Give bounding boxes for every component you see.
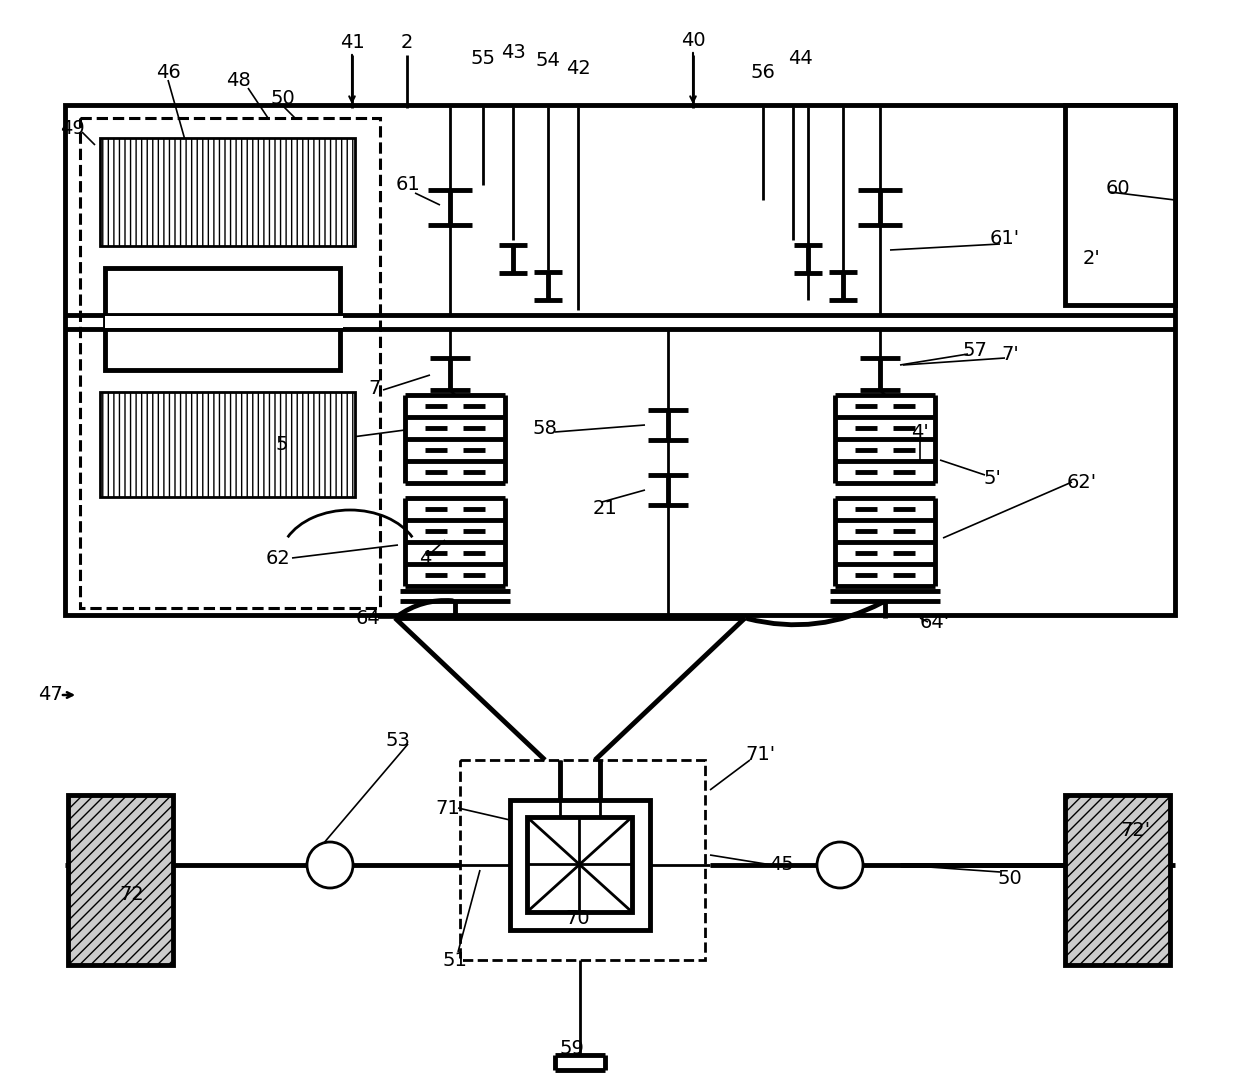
Bar — [100, 138, 355, 246]
Text: 41: 41 — [340, 33, 365, 51]
Text: 40: 40 — [681, 31, 706, 49]
Text: 45: 45 — [770, 855, 795, 875]
Text: 54: 54 — [536, 50, 560, 70]
Text: 71: 71 — [435, 798, 460, 818]
Text: 55: 55 — [470, 48, 496, 68]
Text: 61: 61 — [396, 176, 420, 194]
Text: 50: 50 — [998, 868, 1022, 888]
Text: 72: 72 — [119, 886, 144, 904]
Text: 4': 4' — [911, 423, 929, 441]
Text: 64: 64 — [356, 608, 381, 628]
Text: 7': 7' — [1001, 345, 1019, 365]
Bar — [64, 105, 1176, 615]
Text: 64': 64' — [920, 613, 950, 631]
Bar — [1065, 795, 1171, 965]
Text: 62: 62 — [265, 548, 290, 568]
Text: 60: 60 — [1106, 178, 1131, 198]
Bar — [105, 268, 340, 370]
Text: 57: 57 — [962, 341, 987, 359]
Circle shape — [817, 842, 863, 888]
Text: 2: 2 — [401, 33, 413, 51]
Text: 4: 4 — [419, 548, 432, 568]
Bar — [81, 118, 379, 608]
Bar — [510, 800, 650, 930]
Text: 61': 61' — [990, 228, 1021, 248]
Text: 48: 48 — [226, 71, 250, 90]
Text: 72': 72' — [1120, 820, 1149, 840]
Text: 49: 49 — [60, 119, 84, 138]
Text: 56: 56 — [750, 62, 775, 82]
Text: 7: 7 — [368, 379, 381, 397]
Text: 21: 21 — [593, 499, 618, 518]
Text: 46: 46 — [156, 62, 180, 82]
Text: 58: 58 — [532, 418, 558, 438]
Bar — [527, 817, 632, 912]
Text: 5: 5 — [275, 436, 288, 454]
Text: 47: 47 — [37, 686, 62, 704]
Text: 44: 44 — [787, 48, 812, 68]
Text: 43: 43 — [501, 43, 526, 61]
Bar — [100, 392, 355, 497]
Text: 51: 51 — [443, 950, 467, 970]
Circle shape — [308, 842, 353, 888]
Bar — [68, 795, 174, 965]
Bar — [460, 760, 706, 960]
Text: 42: 42 — [565, 59, 590, 78]
Text: 2': 2' — [1083, 249, 1101, 268]
Text: 71': 71' — [745, 746, 775, 764]
Text: 62': 62' — [1066, 473, 1097, 491]
Text: 70: 70 — [565, 909, 590, 927]
Text: 5': 5' — [983, 468, 1001, 487]
Text: 53: 53 — [386, 731, 410, 749]
Bar — [105, 316, 343, 328]
Text: 50: 50 — [270, 88, 295, 107]
Text: 59: 59 — [559, 1038, 584, 1057]
Bar — [1065, 105, 1176, 305]
